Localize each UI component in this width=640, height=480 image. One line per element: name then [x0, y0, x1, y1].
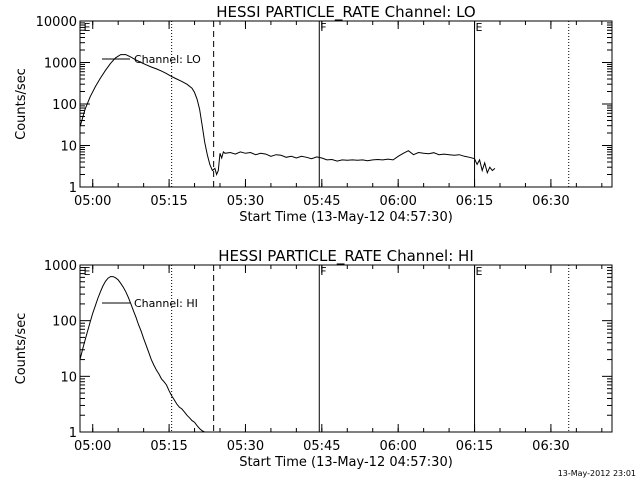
- x-tick-label: 06:00: [379, 194, 416, 209]
- legend-label: Channel: HI: [134, 297, 198, 310]
- y-tick-label: 1000: [44, 57, 77, 72]
- y-tick-label: 100: [52, 98, 77, 113]
- y-tick-label: 10000: [36, 15, 77, 30]
- series-line: [79, 276, 205, 433]
- x-tick-label: 05:30: [227, 194, 264, 209]
- x-tick-label: 06:00: [379, 439, 416, 454]
- x-tick-label: 05:45: [303, 439, 340, 454]
- x-tick-label: 05:15: [150, 194, 187, 209]
- y-tick-label: 1: [69, 181, 77, 196]
- x-axis-label: Start Time (13-May-12 04:57:30): [239, 455, 453, 470]
- chart-title: HESSI PARTICLE_RATE Channel: LO: [216, 3, 475, 22]
- y-tick-label: 1000: [44, 259, 77, 274]
- x-tick-label: 05:00: [74, 194, 111, 209]
- y-axis-label: Counts/sec: [14, 313, 29, 385]
- x-tick-label: 05:30: [227, 439, 264, 454]
- event-marker-label: F: [320, 265, 326, 278]
- event-marker-label: E: [84, 21, 91, 34]
- plot-frame: [79, 20, 613, 188]
- x-tick-label: 06:30: [532, 194, 569, 209]
- series-line: [79, 54, 496, 177]
- event-marker-label: E: [476, 21, 483, 34]
- x-tick-label: 05:00: [74, 439, 111, 454]
- x-tick-label: 06:15: [456, 194, 493, 209]
- x-tick-label: 05:45: [303, 194, 340, 209]
- event-marker-label: F: [320, 21, 326, 34]
- y-tick-label: 100: [52, 315, 77, 330]
- y-tick-label: 10: [60, 370, 77, 385]
- x-axis-label: Start Time (13-May-12 04:57:30): [239, 210, 453, 225]
- plot-frame: [79, 264, 613, 433]
- y-axis-label: Counts/sec: [14, 68, 29, 140]
- y-tick-label: 10: [60, 140, 77, 155]
- footer-timestamp: 13-May-2012 23:01: [558, 469, 636, 478]
- x-tick-label: 05:15: [150, 439, 187, 454]
- event-marker-label: E: [84, 265, 91, 278]
- y-tick-label: 1: [69, 426, 77, 441]
- x-tick-label: 06:15: [456, 439, 493, 454]
- chart-title: HESSI PARTICLE_RATE Channel: HI: [218, 247, 474, 266]
- legend-label: Channel: LO: [134, 53, 201, 66]
- event-marker-label: E: [476, 265, 483, 278]
- x-tick-label: 06:30: [532, 439, 569, 454]
